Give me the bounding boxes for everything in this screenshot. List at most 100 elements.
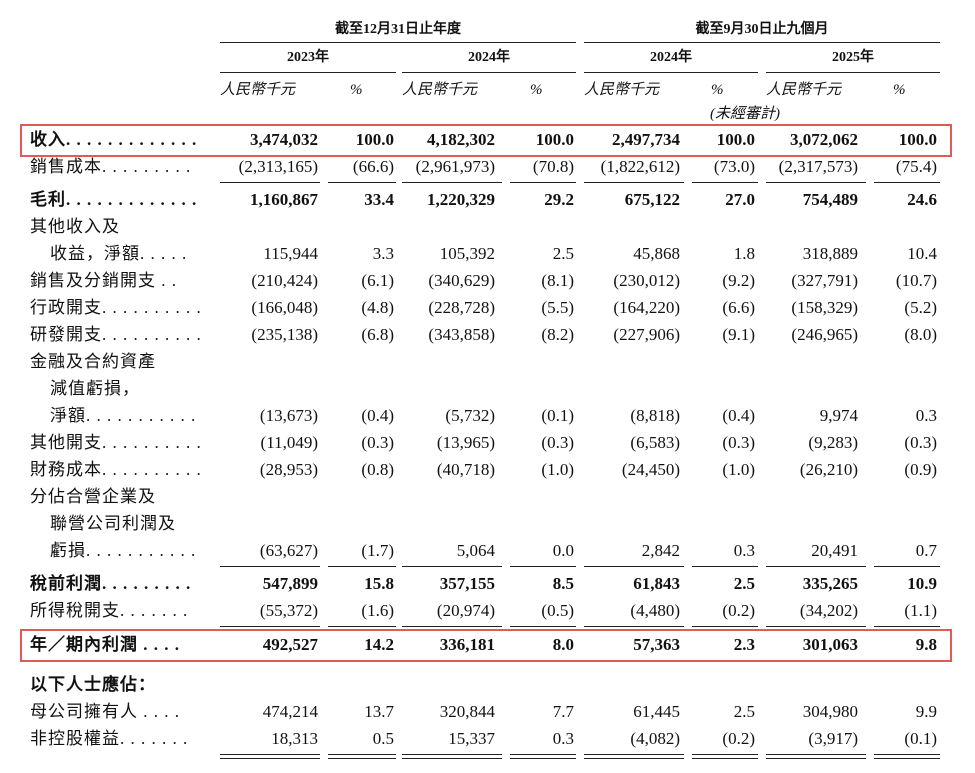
rule — [510, 566, 576, 567]
row-label: 金融及合約資產 — [30, 352, 156, 371]
cell-value: (13,673) — [259, 406, 318, 425]
rule — [220, 566, 320, 567]
cell-value: 0.3 — [552, 729, 574, 748]
row-label: 虧損. . . . . . . . . . . — [50, 541, 197, 560]
cell-value: (11,049) — [260, 433, 318, 452]
cell-value: (210,424) — [251, 271, 318, 290]
cell-value: 3.3 — [372, 244, 394, 263]
rule — [510, 758, 576, 759]
cell-value: (10.7) — [895, 271, 937, 290]
cell-value: (5.2) — [904, 298, 937, 317]
rule — [328, 754, 396, 755]
rule — [874, 626, 940, 627]
cell-value: (8.2) — [541, 325, 574, 344]
unaudited-note: (未經審計) — [710, 106, 780, 122]
cell-value: 20,491 — [811, 541, 858, 560]
cell-value: (24,450) — [621, 460, 680, 479]
row-label: 母公司擁有人 . . . . — [30, 702, 180, 721]
cell-value: (1,822,612) — [600, 157, 680, 176]
rule — [584, 182, 684, 183]
cell-value: 100.0 — [355, 130, 394, 149]
cell-value: 1,220,329 — [427, 190, 495, 209]
row-label: 其他收入及 — [30, 217, 120, 236]
rule — [692, 182, 758, 183]
rule — [584, 42, 940, 43]
cell-value: (0.3) — [541, 433, 574, 452]
cell-value: 100.0 — [716, 130, 755, 149]
cell-value: (227,906) — [613, 325, 680, 344]
cell-value: 0.3 — [915, 406, 937, 425]
row-label: 毛利. . . . . . . . . . . . . — [30, 190, 198, 209]
cell-value: 0.5 — [372, 729, 394, 748]
cell-value: 335,265 — [802, 574, 858, 593]
rule — [328, 758, 396, 759]
rule — [402, 182, 502, 183]
row-label: 非控股權益. . . . . . . — [30, 729, 189, 748]
row-label: 以下人士應佔： — [30, 675, 156, 694]
cell-value: (1.0) — [541, 460, 574, 479]
cell-value: 61,843 — [633, 574, 680, 593]
cell-value: 318,889 — [802, 244, 858, 263]
cell-value: 61,445 — [633, 702, 680, 721]
rule — [402, 566, 502, 567]
cell-value: 2.5 — [733, 702, 755, 721]
row-label: 財務成本. . . . . . . . . . — [30, 460, 202, 479]
rule — [402, 754, 502, 755]
cell-value: 15,337 — [448, 729, 495, 748]
rule — [328, 182, 396, 183]
cell-value: (340,629) — [428, 271, 495, 290]
cell-value: 304,980 — [802, 702, 858, 721]
cell-value: (1.7) — [361, 541, 394, 560]
rule — [874, 182, 940, 183]
cell-value: (2,313,165) — [238, 157, 318, 176]
cell-value: 105,392 — [439, 244, 495, 263]
rule — [584, 754, 684, 755]
cell-value: 357,155 — [439, 574, 495, 593]
cell-value: (0.9) — [904, 460, 937, 479]
cell-value: 100.0 — [898, 130, 937, 149]
year-heading: 2024年 — [650, 50, 692, 65]
cell-value: 15.8 — [364, 574, 394, 593]
cell-value: 10.9 — [907, 574, 937, 593]
cell-value: (4,480) — [630, 601, 680, 620]
unit-label: 人民幣千元 — [584, 82, 660, 98]
cell-value: 336,181 — [439, 635, 495, 654]
cell-value: 754,489 — [802, 190, 858, 209]
cell-value: 1.8 — [733, 244, 755, 263]
cell-value: 14.2 — [364, 635, 394, 654]
cell-value: (158,329) — [791, 298, 858, 317]
row-label: 收入. . . . . . . . . . . . . — [30, 130, 198, 149]
cell-value: 13.7 — [364, 702, 394, 721]
cell-value: (9,283) — [808, 433, 858, 452]
cell-value: 18,313 — [271, 729, 318, 748]
row-label: 聯營公司利潤及 — [50, 514, 176, 533]
cell-value: (228,728) — [428, 298, 495, 317]
cell-value: (6.6) — [722, 298, 755, 317]
cell-value: (6.8) — [361, 325, 394, 344]
unit-label: 人民幣千元 — [220, 82, 296, 98]
cell-value: 547,899 — [262, 574, 318, 593]
cell-value: 8.5 — [552, 574, 574, 593]
cell-value: (164,220) — [613, 298, 680, 317]
year-heading: 2025年 — [832, 50, 874, 65]
cell-value: (4.8) — [361, 298, 394, 317]
rule — [220, 758, 320, 759]
row-label: 所得稅開支. . . . . . . — [30, 601, 189, 620]
cell-value: 115,944 — [263, 244, 318, 263]
cell-value: (235,138) — [251, 325, 318, 344]
cell-value: 3,072,062 — [790, 130, 858, 149]
row-label: 年／期內利潤 . . . . — [30, 635, 180, 654]
row-label: 減值虧損， — [50, 379, 140, 398]
cell-value: (63,627) — [259, 541, 318, 560]
cell-value: (0.3) — [904, 433, 937, 452]
cell-value: (8.1) — [541, 271, 574, 290]
cell-value: (9.2) — [722, 271, 755, 290]
row-label: 行政開支. . . . . . . . . . — [30, 298, 202, 317]
cell-value: (13,965) — [436, 433, 495, 452]
cell-value: (9.1) — [722, 325, 755, 344]
unit-label: % — [530, 82, 543, 98]
rule — [584, 566, 684, 567]
cell-value: 2.3 — [733, 635, 755, 654]
rule — [328, 626, 396, 627]
